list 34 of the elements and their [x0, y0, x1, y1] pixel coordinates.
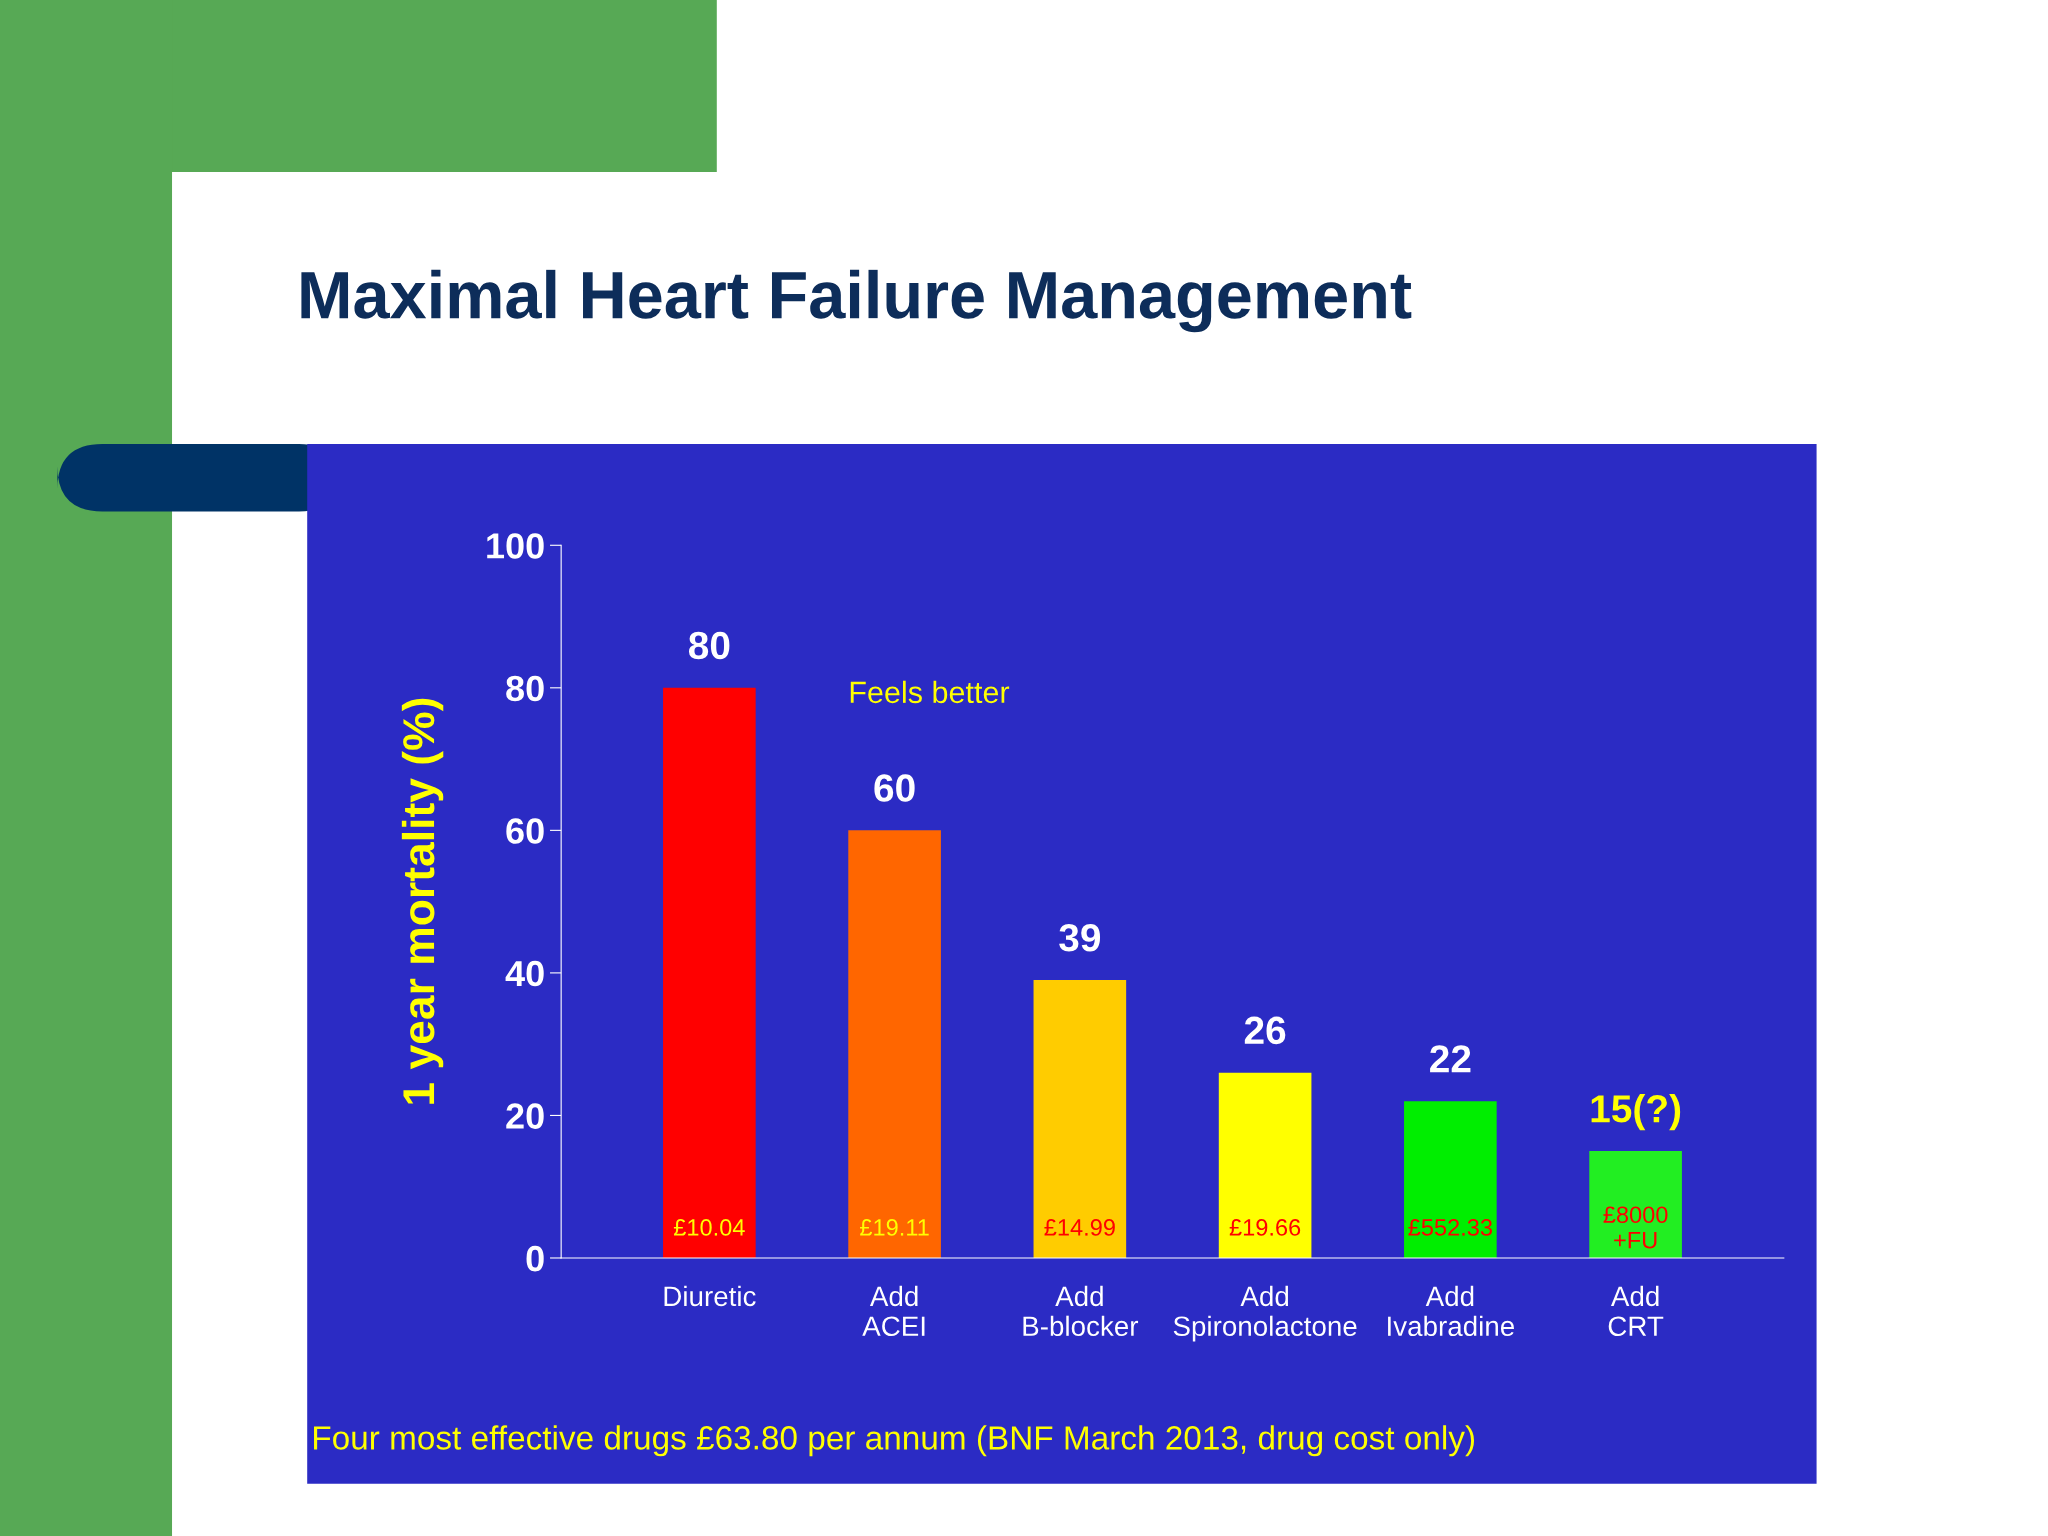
bar — [1218, 1072, 1312, 1258]
y-tick-label: 20 — [506, 1103, 544, 1129]
y-tick-label: 0 — [526, 1245, 544, 1272]
y-axis-title: 1 year mortality (%) — [401, 698, 444, 1104]
y-tick-label: 60 — [506, 818, 544, 844]
bar — [1404, 1101, 1497, 1258]
annotation: £552.33 — [1408, 1219, 1492, 1236]
data-label: 26 — [1244, 1016, 1286, 1045]
bar — [1589, 1151, 1682, 1258]
data-label: 39 — [1059, 923, 1101, 952]
x-tick-label: Add Ivabradine — [1388, 1285, 1514, 1337]
data-label: 60 — [874, 774, 915, 802]
annotation: £8000 +FU — [1603, 1206, 1668, 1249]
chart-title: Maximal Heart Failure Management — [301, 269, 1412, 333]
x-tick-label: Add Spironolactone — [1173, 1285, 1357, 1342]
text: Four most effective drugs £63.80 per annum (BNF March 2013, drug cost only) — [314, 1425, 1475, 1457]
annotation: £19.11 — [860, 1219, 929, 1236]
data-label: 22 — [1430, 1045, 1471, 1073]
y-tick-label: 100 — [487, 533, 544, 559]
data-label: 15(?) — [1591, 1093, 1681, 1131]
annotation: Feels better — [850, 680, 1010, 704]
y-tick-label: 40 — [505, 960, 544, 987]
x-tick-label: Add CRT — [1608, 1285, 1664, 1337]
annotation: £14.99 — [1044, 1219, 1115, 1236]
x-tick-label: Add B-blocker — [1023, 1285, 1139, 1337]
y-tick-label: 80 — [506, 675, 544, 702]
x-tick-label: Diuretic — [664, 1285, 756, 1307]
bar — [848, 830, 941, 1258]
annotation: £19.66 — [1229, 1219, 1301, 1236]
annotation: £10.04 — [673, 1219, 745, 1236]
data-label: 80 — [688, 631, 730, 660]
x-tick-label: Add ACEI — [862, 1285, 925, 1337]
bar — [1033, 980, 1127, 1258]
bar — [663, 687, 756, 1258]
